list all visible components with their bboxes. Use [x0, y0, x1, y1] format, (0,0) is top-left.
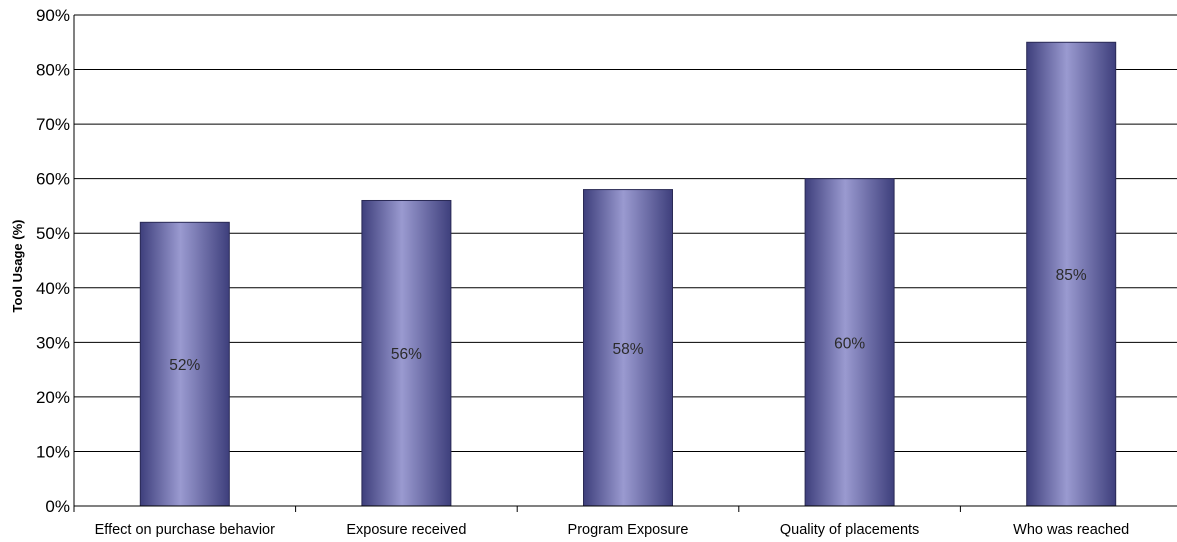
y-tick-label: 60%	[36, 170, 70, 189]
y-axis-title: Tool Usage (%)	[10, 220, 25, 313]
data-label: 58%	[612, 341, 643, 358]
y-tick-label: 40%	[36, 279, 70, 298]
x-tick-label: Effect on purchase behavior	[95, 522, 275, 538]
y-tick-label: 50%	[36, 224, 70, 243]
y-tick-label: 90%	[36, 6, 70, 25]
data-label: 60%	[834, 335, 865, 352]
x-tick-label: Quality of placements	[780, 522, 919, 538]
axes	[73, 15, 1177, 512]
y-tick-label: 30%	[36, 333, 70, 352]
data-labels: 52% 56% 58% 60% 85%	[169, 267, 1087, 374]
y-tick-label: 70%	[36, 115, 70, 134]
data-label: 85%	[1056, 267, 1087, 284]
y-tick-labels: 0% 10% 20% 30% 40% 50% 60% 70% 80% 90%	[36, 6, 70, 516]
bar	[139, 221, 230, 507]
x-tick-label: Program Exposure	[568, 522, 689, 538]
y-tick-label: 0%	[45, 497, 70, 516]
x-tick-label: Who was reached	[1013, 522, 1129, 538]
y-tick-label: 80%	[36, 61, 70, 80]
y-tick-label: 20%	[36, 388, 70, 407]
x-tick-label: Exposure received	[346, 522, 466, 538]
data-label: 52%	[169, 357, 200, 374]
bars	[139, 41, 1117, 507]
data-label: 56%	[391, 346, 422, 363]
y-tick-label: 10%	[36, 442, 70, 461]
x-tick-labels: Effect on purchase behavior Exposure rece…	[95, 522, 1130, 538]
